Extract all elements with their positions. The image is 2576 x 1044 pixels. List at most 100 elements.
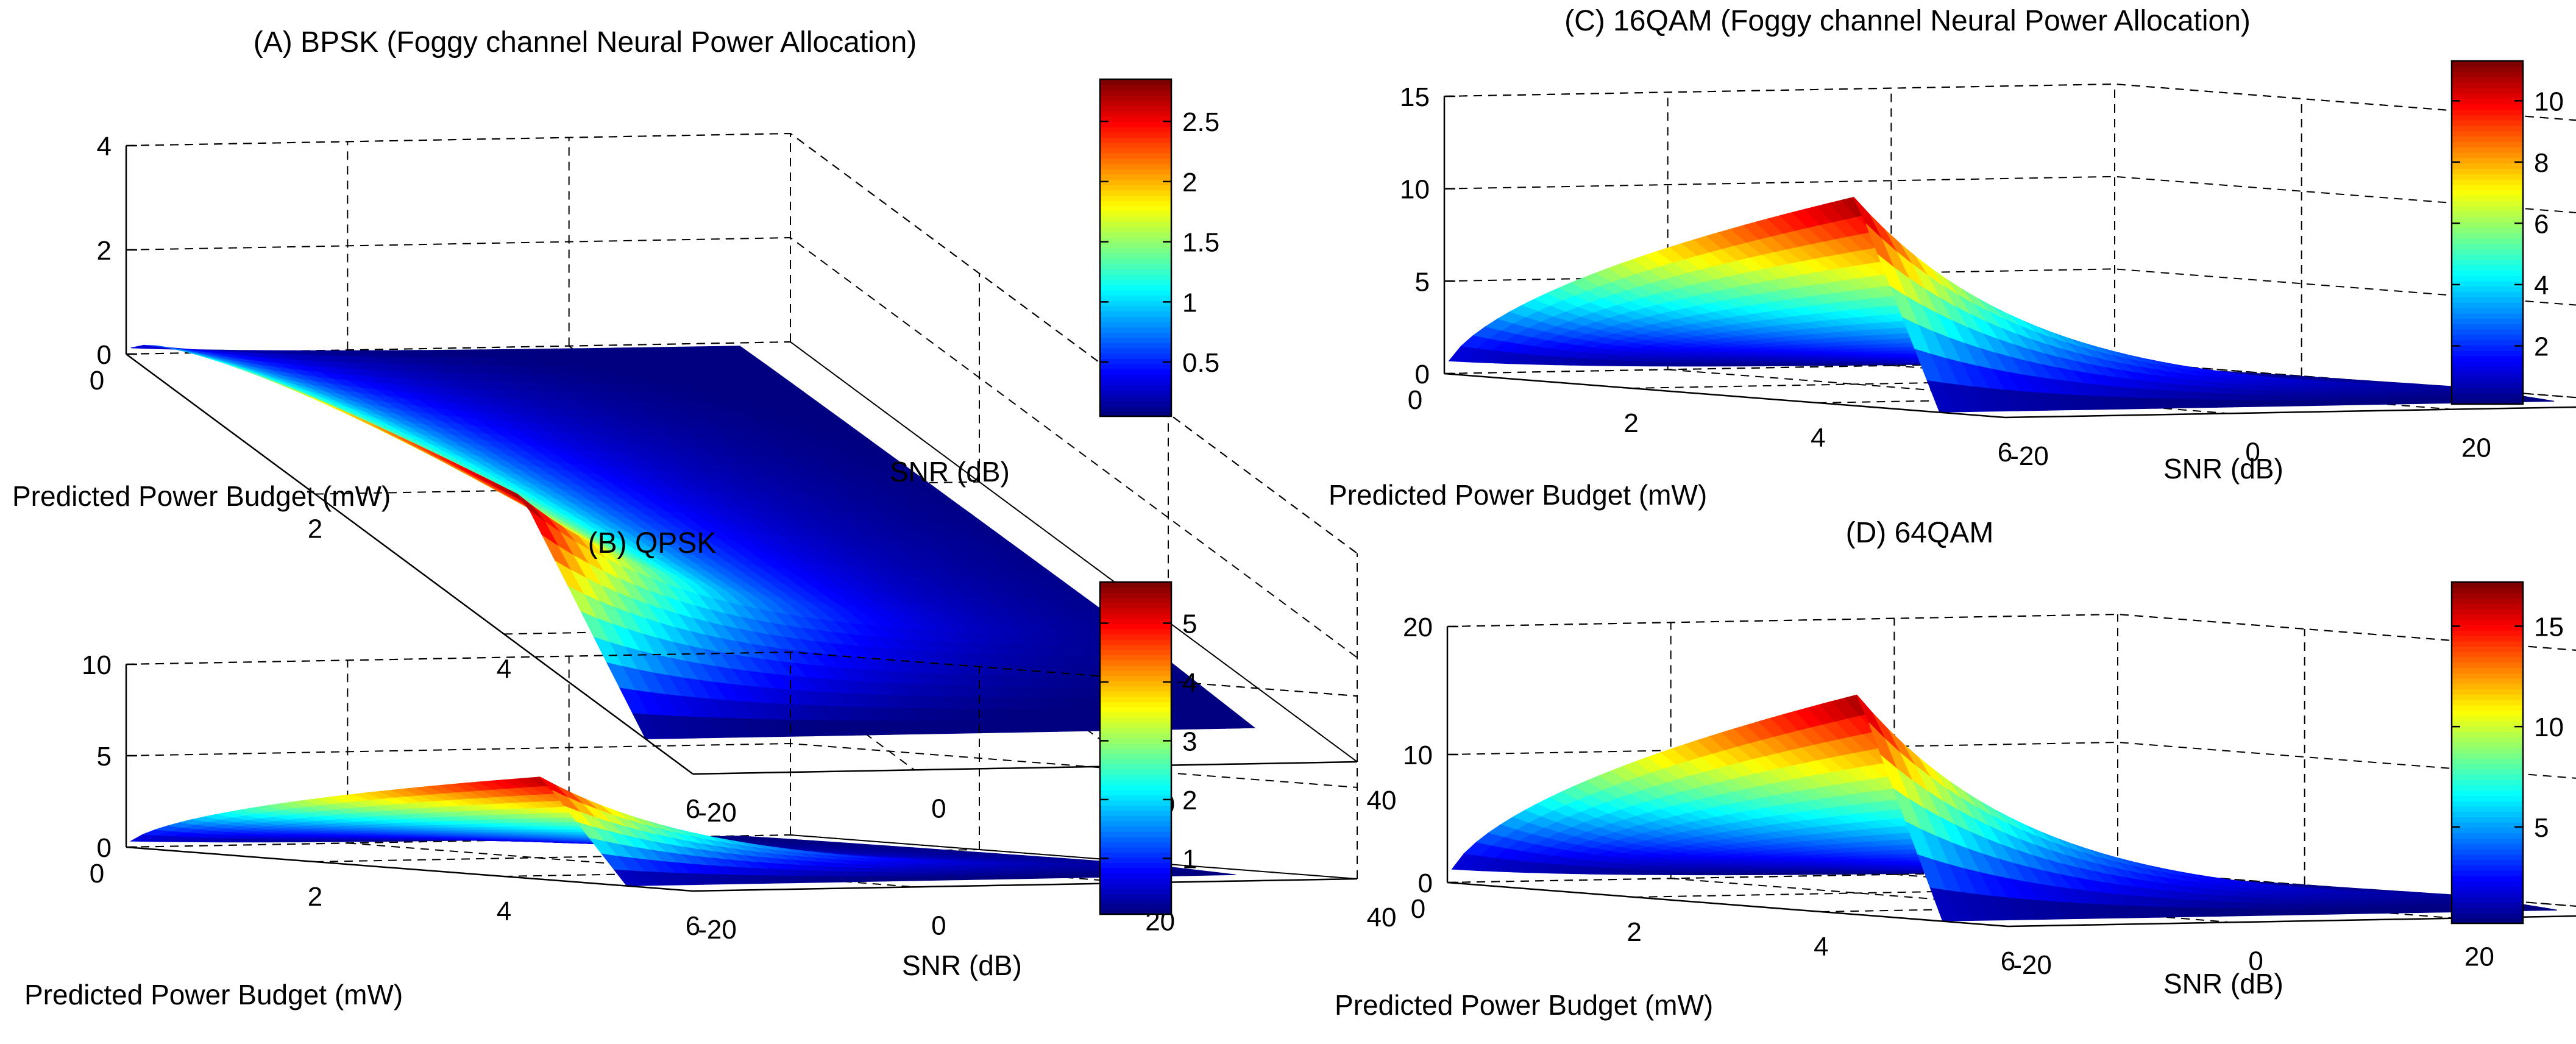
colorbar-cell	[1100, 820, 1171, 827]
colorbar-cell	[1100, 717, 1171, 723]
colorbar-cell	[1100, 903, 1171, 910]
colorbar-cell	[1100, 337, 1171, 344]
colorbar: 0.511.522.5	[1099, 78, 1219, 417]
colorbar-cell	[1100, 327, 1171, 333]
colorbar-cell	[1100, 269, 1171, 275]
colorbar-cell	[1100, 100, 1171, 107]
colorbar-cell	[1100, 221, 1171, 227]
colorbar-cell	[1100, 836, 1171, 842]
colorbar-cell	[1100, 389, 1171, 396]
colorbar-cell	[1100, 691, 1171, 697]
colorbar-cell	[1100, 706, 1171, 712]
colorbar-cell	[1100, 623, 1171, 630]
colorbar-cell	[1100, 147, 1171, 154]
colorbar-cell	[1100, 680, 1171, 687]
colorbar-tick-label: 0.5	[1182, 348, 1219, 378]
colorbar-cell	[1100, 179, 1171, 185]
colorbar-tick-label: 1	[1182, 288, 1197, 318]
colorbar-cell	[1100, 618, 1171, 625]
colorbar-cell	[1100, 831, 1171, 837]
y-tick-label: 0	[931, 794, 946, 823]
colorbar-cell	[1100, 321, 1171, 328]
colorbar-cell	[1100, 784, 1171, 790]
colorbar-cell	[1100, 592, 1171, 598]
colorbar-cell	[1100, 347, 1171, 354]
colorbar-cell	[1100, 158, 1171, 165]
grid-line	[1444, 83, 2576, 121]
colorbar-cell	[1100, 582, 1171, 588]
colorbar-cell	[1100, 639, 1171, 645]
colorbar-cell	[1100, 867, 1171, 873]
chart-title: (B) QPSK	[588, 527, 717, 559]
x-tick-label: 4	[497, 654, 511, 684]
colorbar-cell	[1100, 247, 1171, 254]
x-axis-label: Predicted Power Budget (mW)	[24, 979, 403, 1010]
colorbar-tick-label: 2.5	[1182, 107, 1219, 137]
colorbar-cell	[1100, 686, 1171, 692]
grid-line	[314, 481, 980, 495]
colorbar-cell	[1100, 295, 1171, 301]
colorbar-cell	[1100, 634, 1171, 640]
colorbar-cell	[1100, 753, 1171, 759]
colorbar-cell	[1100, 121, 1171, 127]
colorbar-cell	[1100, 263, 1171, 270]
x-axis-label: Predicted Power Budget (mW)	[12, 480, 391, 512]
colorbar-cell	[1100, 603, 1171, 609]
x-tick-label: 0	[90, 859, 104, 889]
colorbar-cell	[1100, 670, 1171, 676]
colorbar-cell	[1100, 343, 1171, 349]
colorbar-cell	[1100, 216, 1171, 222]
colorbar-cell	[1100, 226, 1171, 233]
colorbar-cell	[1100, 369, 1171, 375]
grid-line	[790, 341, 1358, 762]
colorbar-cell	[1100, 742, 1171, 749]
colorbar-cell	[1100, 800, 1171, 806]
colorbar-cell	[1100, 815, 1171, 822]
colorbar-cell	[1100, 300, 1171, 307]
colorbar-cell	[1100, 898, 1171, 904]
colorbar-cell	[1100, 769, 1171, 775]
colorbar-cell	[1100, 878, 1171, 884]
chart-title: (A) BPSK (Foggy channel Neural Power All…	[254, 26, 917, 59]
z-tick-label: 5	[97, 742, 112, 772]
colorbar-cell	[1100, 84, 1171, 91]
y-tick-label: 40	[1367, 786, 1397, 815]
colorbar-cell	[1100, 205, 1171, 212]
colorbar-cell	[1100, 258, 1171, 265]
colorbar-cell	[1100, 675, 1171, 681]
colorbar-cell	[1100, 353, 1171, 359]
colorbar-cell	[1100, 105, 1171, 112]
colorbar-cell	[1100, 862, 1171, 868]
colorbar-cell	[1100, 727, 1171, 733]
colorbar-cell	[1100, 274, 1171, 280]
y-tick-label: 40	[1367, 903, 1397, 932]
colorbar-cell	[1100, 284, 1171, 291]
colorbar-cell	[1100, 174, 1171, 180]
colorbar-cell	[1100, 655, 1171, 661]
colorbar-cell	[1100, 332, 1171, 338]
colorbar-cell	[1100, 211, 1171, 217]
colorbar-cell	[1100, 701, 1171, 708]
colorbar-cell	[1100, 90, 1171, 96]
surface	[129, 776, 1236, 887]
colorbar-cell	[1100, 168, 1171, 175]
colorbar-tick-label: 1.5	[1182, 228, 1219, 258]
colorbar-cell	[1100, 608, 1171, 614]
colorbar-cell	[1100, 358, 1171, 364]
surface	[1448, 197, 2555, 413]
colorbar-tick-label: 4	[1182, 668, 1197, 698]
y-axis-label: SNR (dB)	[890, 456, 1010, 488]
colorbar-cell	[1100, 847, 1171, 853]
colorbar-cell	[1100, 851, 1171, 858]
colorbar-cell	[1100, 893, 1171, 900]
colorbar-cell	[1100, 613, 1171, 619]
colorbar-cell	[1100, 644, 1171, 650]
colorbar-cell	[1100, 400, 1171, 407]
x-tick-label: 0	[90, 366, 104, 396]
colorbar-cell	[1100, 190, 1171, 196]
colorbar-cell	[1100, 195, 1171, 201]
colorbar-cell	[1100, 587, 1171, 594]
colorbar-cell	[1100, 872, 1171, 879]
